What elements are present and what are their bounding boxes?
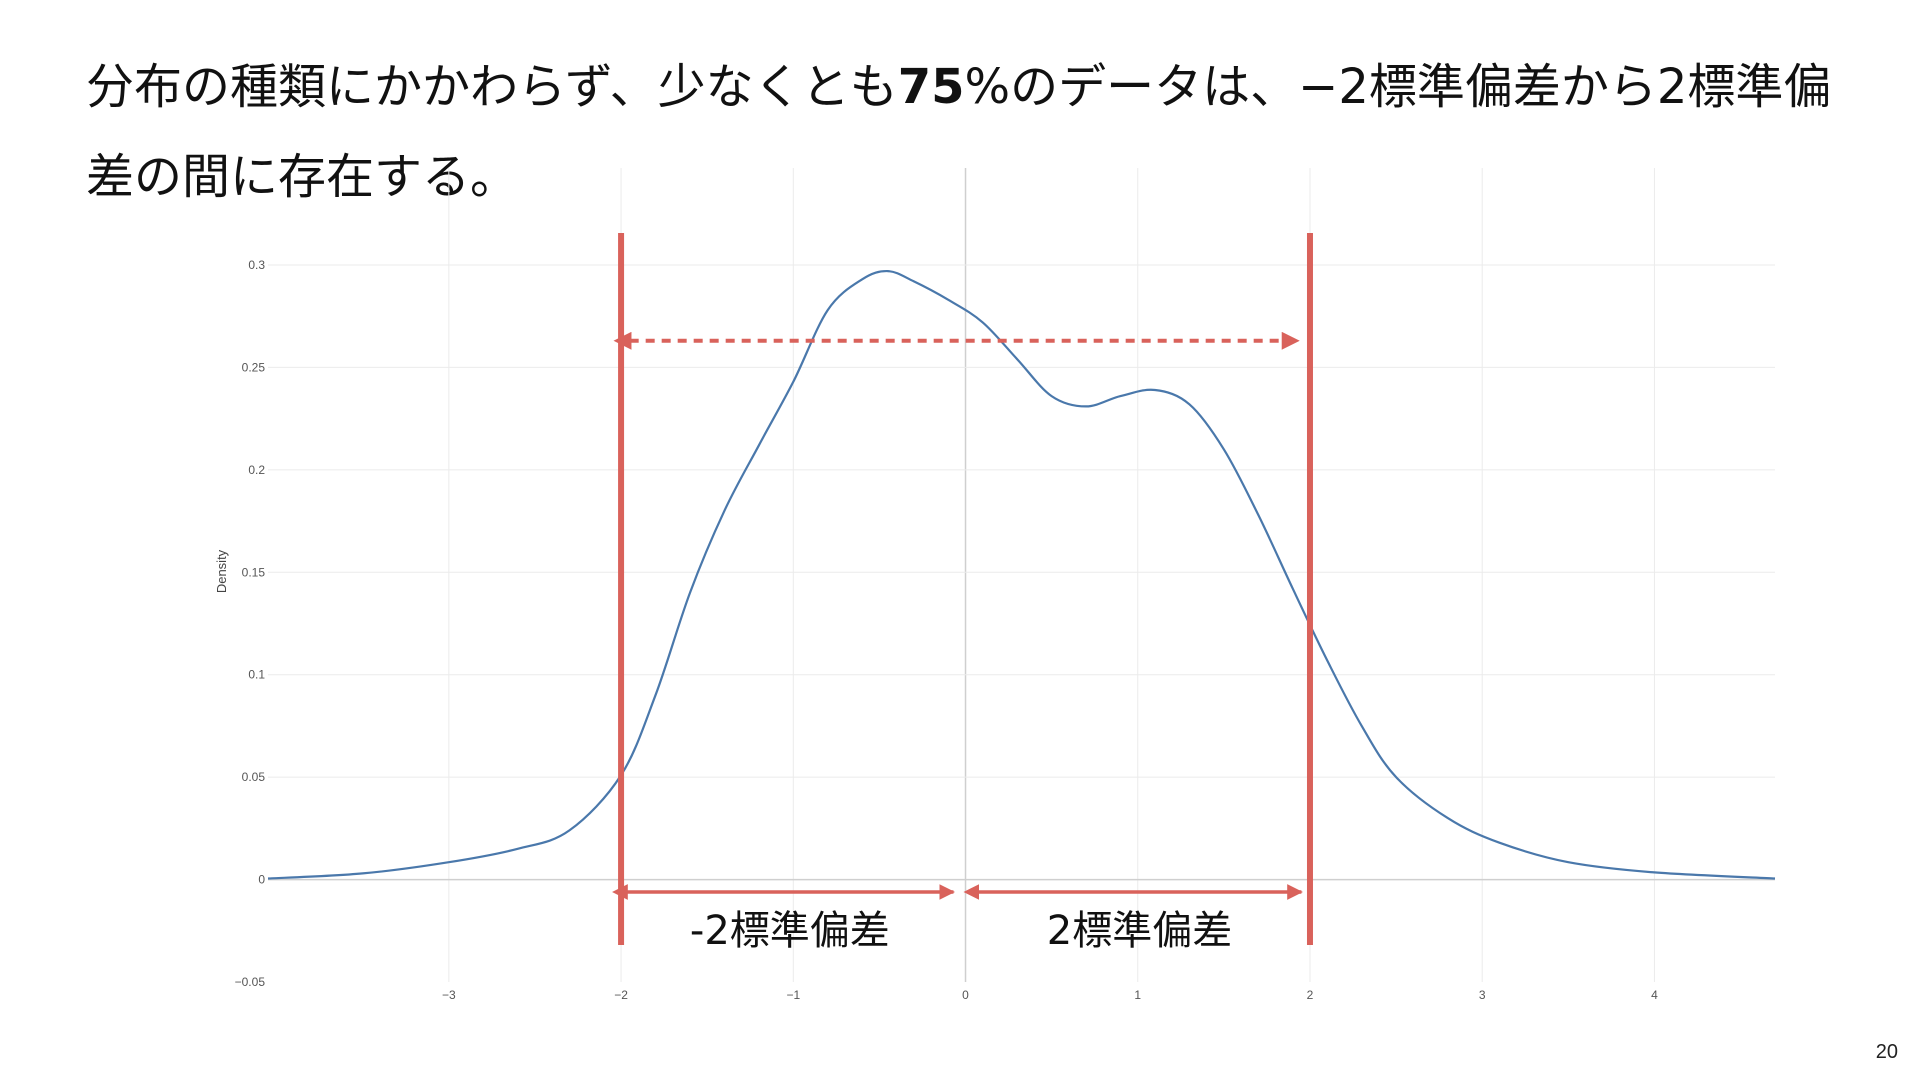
title-bold-percent: 75 [897,59,965,115]
y-tick-label: 0.3 [248,258,265,272]
y-tick-label: 0.1 [248,668,265,682]
page-number: 20 [1875,1041,1898,1063]
density-curve [267,269,1776,880]
y-tick-label: 0 [258,873,265,887]
y-tick-label: 0.2 [248,463,265,477]
y-tick-label: 0.15 [242,565,266,579]
x-tick-label: −2 [614,988,628,1002]
x-tick-label: 0 [962,988,969,1002]
y-tick-label: −0.05 [235,975,266,989]
title-text-before: 分布の種類にかかわらず、少なくとも [86,59,898,115]
slide-title: 分布の種類にかかわらず、少なくとも75%のデータは、−2標準偏差から2標準偏差の… [86,42,1876,222]
plus-2sd-label: 2標準偏差 [1047,908,1232,954]
y-tick-label: 0.25 [242,360,266,374]
y-axis-label: Density [214,549,229,593]
x-tick-label: −1 [786,988,800,1002]
x-tick-label: −3 [442,988,456,1002]
x-tick-label: 1 [1134,988,1141,1002]
x-tick-label: 3 [1479,988,1486,1002]
x-tick-label: 4 [1651,988,1658,1002]
y-tick-label: 0.05 [242,770,266,784]
minus-2sd-label: -2標準偏差 [690,908,890,954]
title-text-after: %のデータは、−2標準偏差から2標準偏差の間に存在する。 [86,59,1832,205]
x-tick-label: 2 [1307,988,1314,1002]
